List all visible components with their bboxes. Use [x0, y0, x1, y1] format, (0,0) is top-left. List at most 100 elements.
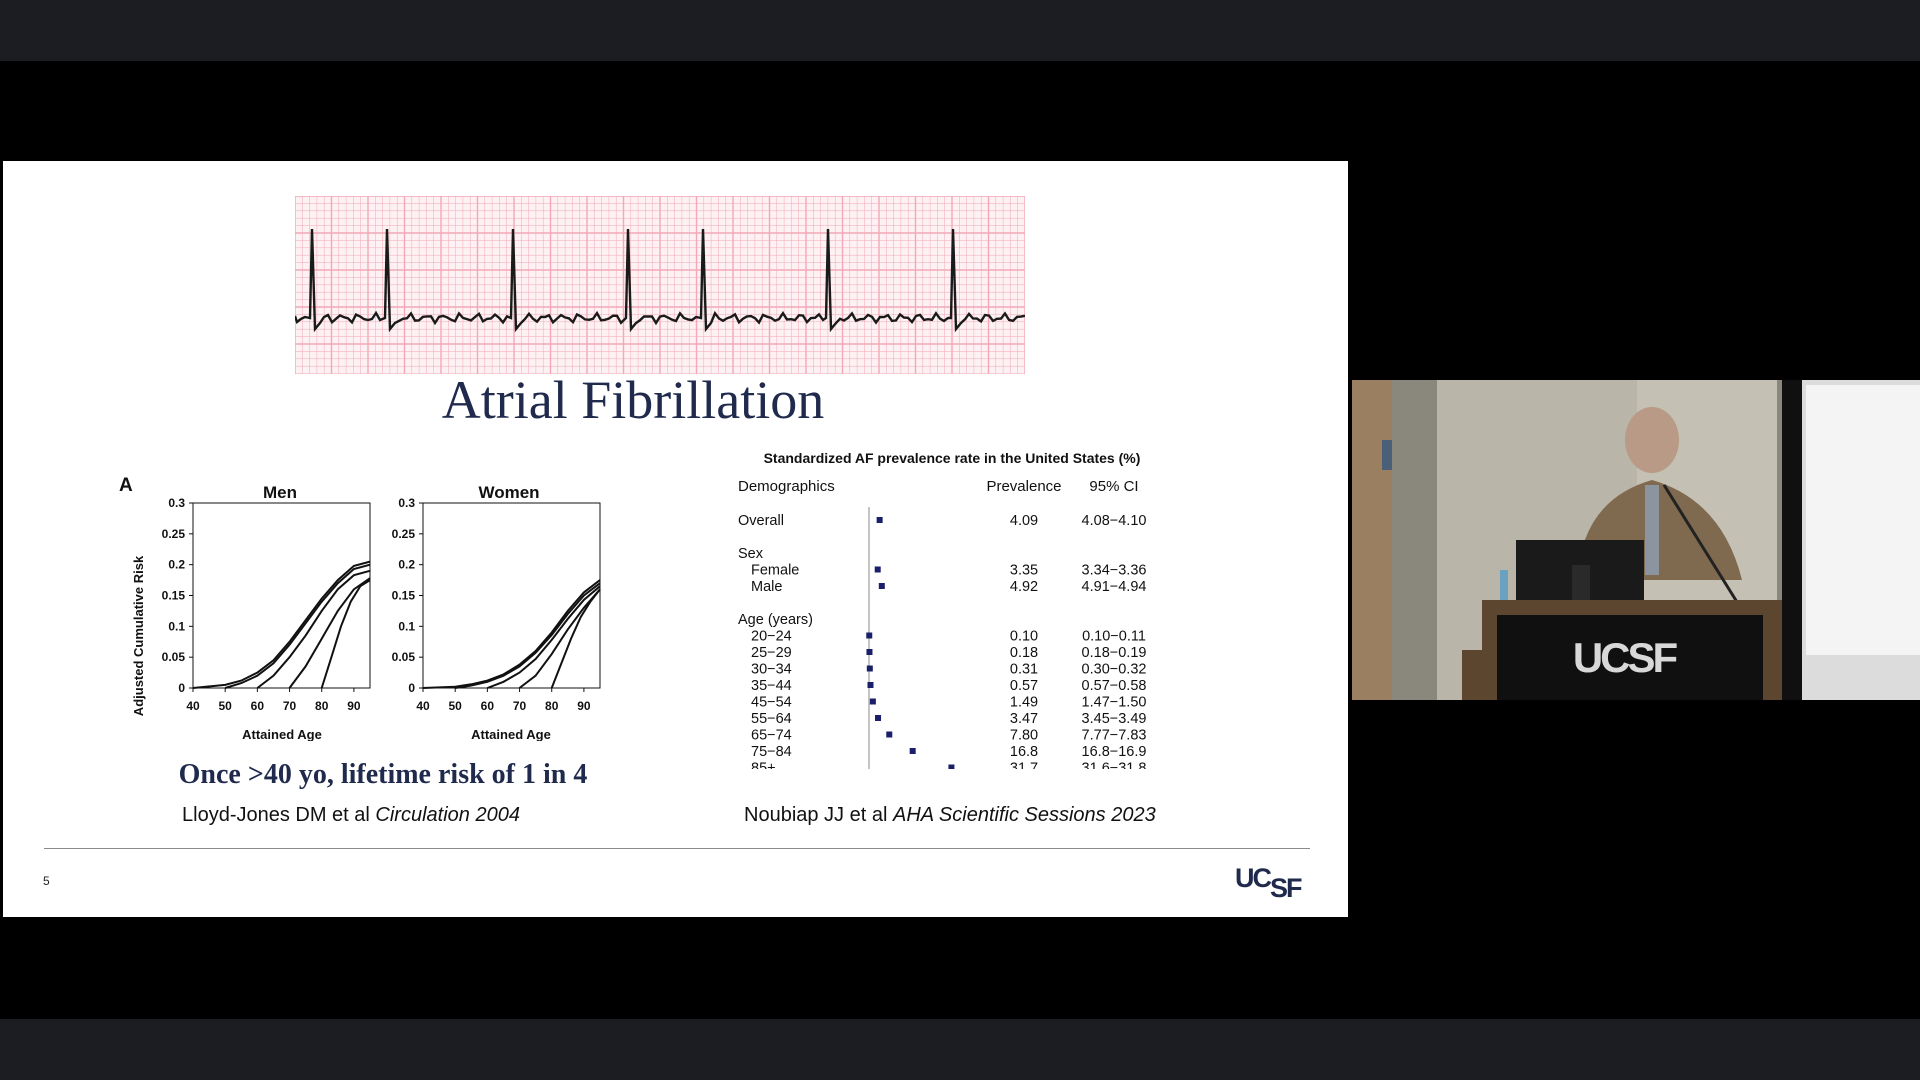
header-demographics: Demographics: [738, 478, 835, 495]
women-y-tick-label: 0.05: [392, 650, 416, 664]
men-plot-frame: [192, 502, 371, 689]
forest-prevalence-value: 4.09: [1010, 513, 1038, 529]
presentation-slide: Atrial Fibrillation A Adjusted Cumulativ…: [3, 161, 1348, 917]
forest-point-marker: [874, 566, 881, 573]
bottom-letterbox-bar: [0, 1019, 1920, 1080]
forest-row-label: 35−44: [751, 678, 792, 694]
forest-point-marker: [878, 583, 885, 589]
citation-left: Lloyd-Jones DM et al Circulation 2004: [182, 804, 520, 827]
forest-ci-value: 0.10−0.11: [1082, 629, 1146, 645]
men-x-tick-label: 70: [283, 699, 297, 713]
forest-point-marker: [866, 649, 873, 655]
citation-right-journal: AHA Scientific Sessions 2023: [892, 804, 1156, 826]
women-x-tick-label: 80: [545, 699, 559, 713]
forest-ci-value: 0.30−0.32: [1082, 662, 1147, 678]
ecg-trace: [295, 228, 1025, 333]
forest-prevalence-value: 0.31: [1010, 662, 1038, 678]
forest-row-label: 75−84: [751, 744, 792, 760]
page-number: 5: [43, 874, 50, 888]
takeaway-text: Once >40 yo, lifetime risk of 1 in 4: [178, 759, 588, 790]
podium-logo-text: UCSF: [1573, 634, 1678, 681]
men-y-tick-label: 0.05: [162, 650, 186, 664]
women-y-tick-label: 0.15: [392, 589, 416, 603]
men-y-tick-label: 0.3: [168, 496, 185, 510]
citation-right: Noubiap JJ et al AHA Scientific Sessions…: [744, 804, 1156, 827]
women-risk-curve-2: [455, 582, 601, 689]
men-x-tick-label: 50: [219, 699, 233, 713]
forest-row-label: Overall: [738, 513, 784, 529]
ecg-strip-image: [295, 196, 1025, 374]
forest-point-marker: [875, 715, 882, 721]
men-x-tick-label: 40: [186, 699, 200, 713]
citation-left-authors: Lloyd-Jones DM et al: [182, 804, 376, 826]
panel-label: A: [119, 475, 133, 496]
women-risk-curve-4: [518, 588, 601, 689]
forest-point-marker: [909, 748, 916, 754]
forest-row-label: 45−54: [751, 695, 792, 711]
men-y-tick-label: 0.15: [162, 589, 186, 603]
forest-prevalence-value: 7.80: [1010, 728, 1038, 744]
men-risk-curve-1: [192, 560, 371, 689]
forest-row-label: 25−29: [751, 645, 792, 661]
forest-point-marker: [866, 632, 873, 639]
women-y-tick-label: 0.1: [398, 619, 415, 633]
forest-prevalence-value: 3.47: [1010, 711, 1038, 727]
men-x-tick-label: 80: [315, 699, 329, 713]
ucsf-logo: UC SF: [1235, 863, 1304, 901]
men-risk-curve-2: [224, 563, 371, 689]
forest-point-marker: [948, 764, 955, 769]
y-axis-label: Adjusted Cumulative Risk: [131, 555, 146, 716]
forest-row-label: 55−64: [751, 711, 792, 727]
women-x-tick-label: 40: [416, 699, 430, 713]
forest-row-label: 65−74: [751, 728, 792, 744]
women-y-tick-label: 0.25: [392, 527, 416, 541]
women-risk-curve-3: [487, 585, 601, 689]
women-plot-frame: [422, 502, 601, 689]
forest-row-label: Male: [751, 579, 782, 595]
men-panel-title: Men: [263, 483, 297, 502]
women-y-tick-label: 0: [408, 681, 415, 695]
women-y-tick-label: 0.2: [398, 558, 415, 572]
forest-prevalence-value: 0.10: [1010, 629, 1038, 645]
forest-ci-value: 31.6−31.8: [1082, 761, 1147, 770]
forest-ci-value: 16.8−16.9: [1082, 744, 1147, 760]
forest-ci-value: 4.08−4.10: [1082, 513, 1147, 529]
women-y-tick-label: 0.3: [398, 496, 415, 510]
forest-ci-value: 3.45−3.49: [1082, 711, 1147, 727]
svg-text:SF: SF: [1270, 873, 1302, 901]
forest-ci-value: 3.34−3.36: [1082, 563, 1147, 579]
women-x-axis-label: Attained Age: [471, 727, 551, 741]
men-y-tick-label: 0.1: [168, 619, 185, 633]
forest-ci-value: 1.47−1.50: [1082, 695, 1147, 711]
men-risk-curve-5: [320, 579, 371, 689]
footer-divider: [44, 848, 1310, 849]
forest-prevalence-value: 0.18: [1010, 645, 1038, 661]
forest-group-label: Sex: [738, 546, 764, 562]
forest-point-marker: [867, 682, 874, 688]
men-risk-curve-4: [288, 577, 371, 689]
forest-point-marker: [869, 698, 876, 705]
prevalence-forest-plot: Standardized AF prevalence rate in the U…: [738, 450, 1147, 770]
forest-ci-value: 0.57−0.58: [1082, 678, 1147, 694]
citation-left-journal: Circulation 2004: [375, 804, 520, 826]
slide-title: Atrial Fibrillation: [441, 370, 825, 430]
forest-point-marker: [866, 665, 873, 672]
forest-point-marker: [886, 731, 893, 738]
header-prevalence: Prevalence: [986, 478, 1061, 495]
forest-prevalence-value: 3.35: [1010, 563, 1038, 579]
women-x-tick-label: 70: [513, 699, 527, 713]
forest-prevalence-value: 0.57: [1010, 678, 1038, 694]
women-panel-title: Women: [478, 483, 539, 502]
women-x-tick-label: 50: [449, 699, 463, 713]
svg-text:UC: UC: [1235, 863, 1271, 893]
forest-prevalence-value: 1.49: [1010, 695, 1038, 711]
men-risk-curve-3: [256, 569, 371, 689]
forest-prevalence-value: 16.8: [1010, 744, 1038, 760]
citation-right-authors: Noubiap JJ et al: [744, 804, 893, 826]
forest-point-marker: [876, 517, 883, 523]
forest-row-label: 30−34: [751, 662, 792, 678]
forest-row-label: 20−24: [751, 629, 792, 645]
header-ci: 95% CI: [1089, 478, 1138, 495]
women-risk-curve-5: [550, 588, 601, 689]
forest-title: Standardized AF prevalence rate in the U…: [764, 450, 1141, 466]
